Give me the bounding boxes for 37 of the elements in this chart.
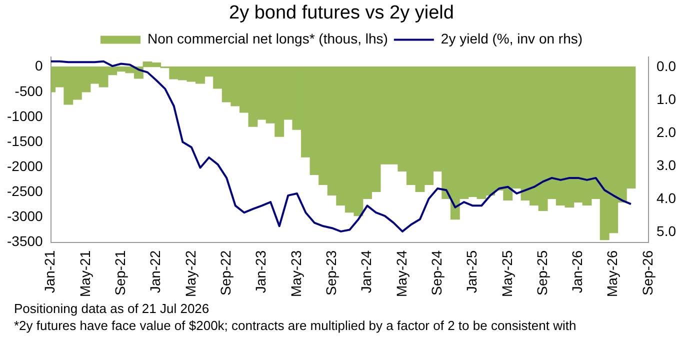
x-tick-label: Jan-23 bbox=[252, 250, 269, 294]
x-tick-label: Jan-24 bbox=[358, 250, 374, 294]
y-tick-label: -2500 bbox=[6, 183, 44, 200]
legend-label: 2y yield (%, inv on rhs) bbox=[440, 30, 583, 47]
x-tick-label: Sep-26 bbox=[639, 250, 656, 296]
x-tick-label: Sep-25 bbox=[534, 250, 550, 296]
x-tick-label: Sep-22 bbox=[217, 250, 234, 296]
x-tick-label: May-25 bbox=[498, 250, 515, 298]
x-tick-label: Sep-21 bbox=[112, 250, 128, 296]
chart-title: 2y bond futures vs 2y yield bbox=[229, 2, 454, 24]
y-tick-label: -1000 bbox=[6, 108, 44, 124]
x-tick-label: May-24 bbox=[393, 250, 410, 298]
x-tick-label: May-22 bbox=[182, 250, 198, 298]
y-tick-label: 0 bbox=[35, 58, 44, 74]
text: Positioning data as of 21 Jul 2026 bbox=[14, 300, 210, 317]
x-tick-label: Sep-24 bbox=[428, 250, 444, 296]
text: *2y futures have face value of $200k; contracts are multiplied by a factor of 2 to be consistent with bbox=[14, 317, 578, 334]
y2-tick-label: 2.0 bbox=[656, 124, 676, 140]
x-tick-label: Sep-23 bbox=[322, 250, 339, 296]
y-tick-label: -3000 bbox=[6, 208, 44, 224]
legend-label: Non commercial net longs* (thous, lhs) bbox=[147, 30, 388, 47]
y-tick-label: -500 bbox=[14, 82, 44, 99]
y2-tick-label: 4.0 bbox=[656, 190, 676, 206]
x-tick-label: Jan-26 bbox=[569, 250, 586, 294]
y2-tick-label: 3.0 bbox=[656, 156, 676, 173]
x-tick-label: Jan-25 bbox=[464, 250, 480, 294]
x-tick-label: Jan-21 bbox=[42, 250, 58, 294]
y-tick-label: -1500 bbox=[6, 132, 44, 149]
y2-tick-label: 5.0 bbox=[656, 222, 676, 239]
y2-tick-label: 0.0 bbox=[656, 58, 676, 74]
y-tick-label: -2000 bbox=[6, 158, 44, 174]
y-tick-label: -3500 bbox=[6, 233, 44, 250]
x-tick-label: May-26 bbox=[604, 250, 620, 298]
x-tick-label: May-21 bbox=[76, 250, 93, 298]
x-tick-label: May-23 bbox=[288, 250, 304, 298]
y2-tick-label: 1.0 bbox=[656, 90, 676, 107]
x-tick-label: Jan-22 bbox=[147, 250, 164, 294]
